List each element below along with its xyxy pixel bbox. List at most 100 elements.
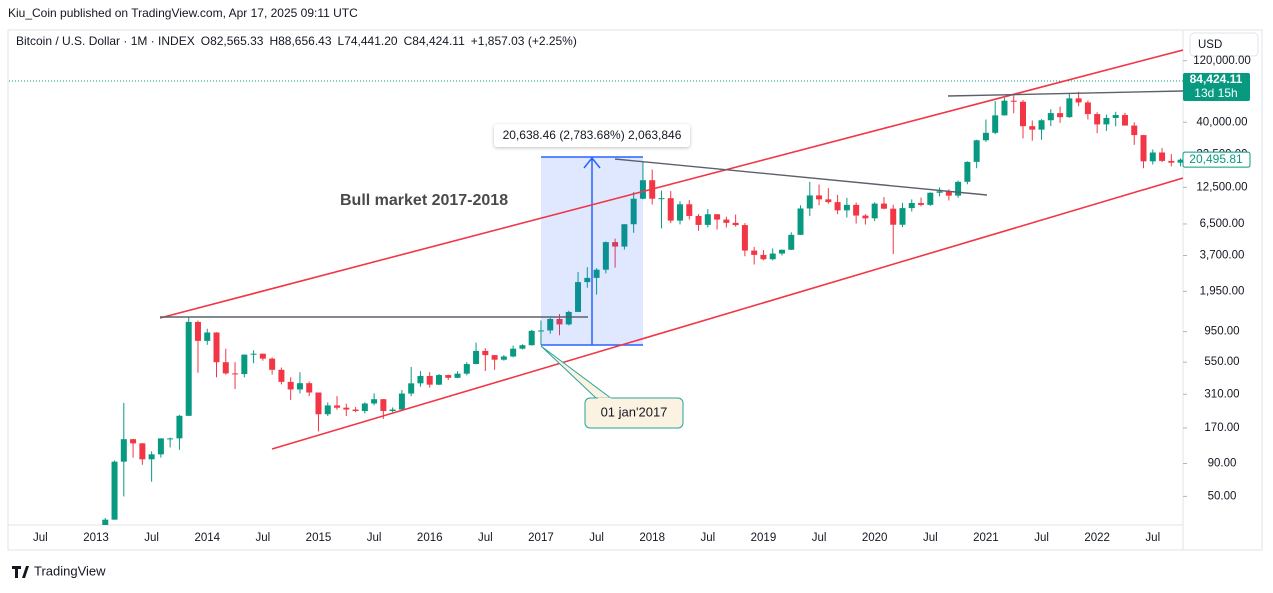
candle-body [482, 350, 489, 356]
candle-body [751, 250, 758, 255]
ohlc-label: L [338, 34, 345, 48]
x-tick-label: 2015 [306, 532, 332, 544]
candle-body [584, 277, 591, 283]
ohlc-value: 88,656.43 [278, 34, 332, 48]
candle-body [1168, 160, 1175, 163]
candle-body [797, 208, 804, 235]
candle-body [445, 375, 452, 378]
candle-body [537, 330, 544, 332]
candle-body [1121, 115, 1128, 126]
candle-body [741, 225, 748, 251]
candle-body [621, 224, 628, 247]
y-tick-label: 120,000.00 [1193, 55, 1251, 67]
candle-body [222, 362, 229, 374]
candle-body [1075, 98, 1082, 103]
candle-body [426, 375, 433, 385]
candle-body [992, 115, 999, 133]
time-axis: Jul 2013 Jul 2014 Jul 2015 Jul 2016 Jul 2017 Jul 20… [33, 532, 1160, 544]
candle-body [167, 438, 174, 440]
candle-body [760, 254, 767, 260]
currency[interactable]: USD [1198, 39, 1222, 51]
x-tick-label: 2017 [528, 532, 554, 544]
candle-body [843, 204, 850, 211]
candle-body [1177, 159, 1183, 163]
y-tick-label: 90.00 [1208, 458, 1237, 470]
candle-body [204, 332, 211, 341]
x-tick-label: 2016 [417, 532, 443, 544]
currency-button[interactable] [1189, 32, 1259, 57]
callout-text: 01 jan'2017 [601, 404, 668, 419]
candle-body [287, 381, 294, 390]
x-tick-label: Jul [256, 532, 271, 544]
x-tick-label: 2013 [83, 532, 109, 544]
candle-body [575, 282, 582, 312]
candle-body [473, 350, 480, 365]
candle-body [890, 208, 897, 225]
candle-body [148, 454, 155, 460]
candle-body [269, 358, 276, 370]
candle-body [704, 214, 711, 225]
candles [102, 91, 1183, 525]
x-tick-label: 2019 [751, 532, 777, 544]
x-tick-label: 2014 [194, 532, 220, 544]
x-tick-label: Jul [589, 532, 604, 544]
y-tick-label: 6,500.00 [1200, 218, 1245, 230]
measure-label-box [494, 124, 690, 147]
candle-body [834, 202, 841, 211]
chart-frame [7, 29, 1263, 551]
candle-body [788, 234, 795, 250]
candle-body [1057, 113, 1064, 118]
candle-body [102, 519, 109, 525]
candle-body [732, 222, 739, 226]
candle-body [612, 242, 619, 247]
y-tick-label: 12,500.00 [1196, 181, 1247, 193]
candle-body [769, 253, 776, 260]
candle-body [602, 242, 609, 270]
candle-body [677, 204, 684, 221]
candle-body [241, 354, 248, 375]
candle-body [695, 215, 702, 225]
current-price-tag [1183, 73, 1250, 101]
candle-body [778, 249, 785, 254]
candle-body [964, 161, 971, 182]
symbol: Bitcoin / U.S. Dollar · 1M · INDEX [16, 34, 195, 48]
candle-body [250, 353, 257, 355]
candle-body [1094, 114, 1101, 125]
channel-upper [159, 49, 1183, 319]
candle-body [1020, 101, 1026, 127]
candle-body [500, 356, 507, 360]
measure-label: 20,638.46 (2,783.68%) 2,063,846 [503, 128, 682, 142]
candle-body [324, 405, 331, 415]
candle-body [593, 269, 600, 278]
annotation-text: Bull market 2017-2018 [340, 192, 508, 209]
ohlc-value: 84,424.11 [412, 34, 465, 48]
x-tick-label: 2020 [862, 532, 888, 544]
candle-body [816, 195, 823, 200]
x-tick-label: Jul [1145, 532, 1160, 544]
candle-body [408, 383, 415, 394]
candle-body [259, 353, 266, 359]
ohlc-label: O [201, 34, 210, 48]
candle-body [1047, 113, 1054, 121]
x-tick-label: Jul [144, 532, 159, 544]
y-tick-label: 310.00 [1204, 388, 1239, 400]
candle-body [1131, 125, 1138, 136]
candle-body [296, 383, 303, 390]
last-price-tag: 20,495.81 [1182, 151, 1251, 168]
candle-body [371, 399, 378, 404]
candle-body [630, 198, 637, 225]
candle-body [463, 364, 470, 374]
candle-body [352, 409, 359, 411]
candle-body [130, 439, 137, 444]
candle-body [1001, 100, 1008, 116]
candle-body [1149, 152, 1156, 162]
legend: Bitcoin / U.S. Dollar · 1M · INDEX O 82,5… [16, 34, 577, 48]
candle-body [417, 375, 424, 384]
candle-body [955, 181, 962, 196]
drawings [9, 49, 1183, 450]
logo [12, 566, 29, 578]
x-tick-label: 2018 [639, 532, 665, 544]
candle-body [547, 318, 554, 331]
ohlc-label: H [269, 34, 278, 48]
